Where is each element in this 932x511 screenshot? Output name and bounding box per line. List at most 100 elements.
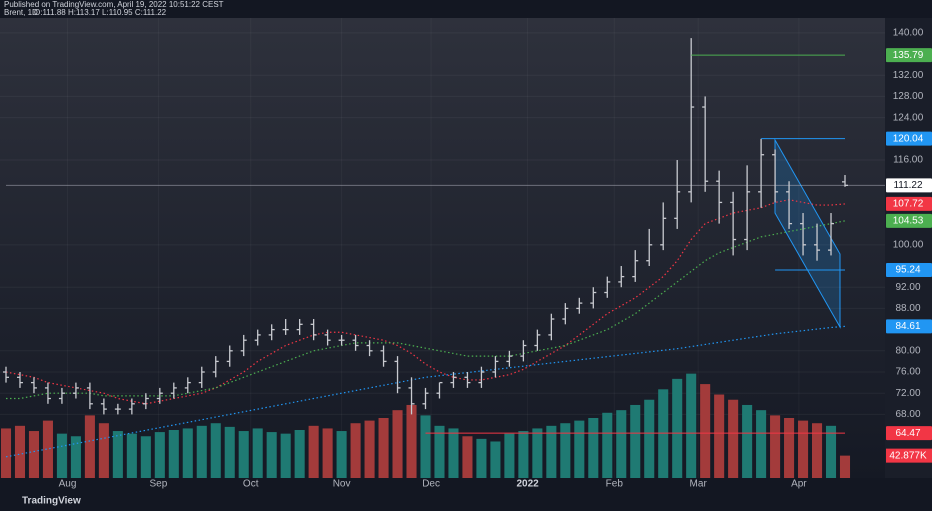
ohlc-readout: O:111.88 H:113.17 L:110.95 C:111.22 <box>34 8 167 17</box>
level-label: 120.04 <box>893 133 924 144</box>
volume-bar <box>14 425 26 478</box>
y-tick-label: 88.00 <box>895 303 920 314</box>
x-tick-label: Mar <box>690 479 708 490</box>
level-label-box <box>886 263 932 278</box>
volume-bar <box>672 378 683 478</box>
volume-bar <box>364 420 375 478</box>
volume-bar <box>825 425 837 478</box>
volume-bar <box>322 428 333 478</box>
plot-area <box>0 18 885 478</box>
x-tick-label: Dec <box>422 479 440 490</box>
x-tick-label: 2022 <box>516 479 539 490</box>
volume-bar <box>98 423 109 478</box>
volume-bar <box>839 455 851 478</box>
level-label: 104.53 <box>893 215 924 226</box>
volume-bar <box>168 430 179 478</box>
volume-bar <box>140 436 151 478</box>
volume-bar <box>434 425 445 478</box>
volume-bar <box>392 410 403 478</box>
volume-bar <box>308 425 319 478</box>
level-label: 111.22 <box>893 180 923 191</box>
volume-bar <box>182 428 193 478</box>
level-label-box <box>886 131 932 146</box>
volume-bar <box>224 426 235 478</box>
level-label-box <box>886 319 932 334</box>
volume-bar <box>252 428 263 478</box>
y-tick-label: 76.00 <box>895 367 920 378</box>
volume-bar <box>84 415 95 478</box>
level-label: 107.72 <box>893 199 924 210</box>
volume-label: 42.877K <box>889 450 927 461</box>
symbol: Brent, 1D <box>4 8 38 17</box>
volume-bar <box>238 431 249 478</box>
volume-bar <box>42 420 53 478</box>
x-tick-label: Nov <box>333 479 351 490</box>
volume-bar <box>490 441 501 478</box>
y-tick-label: 140.00 <box>893 27 924 38</box>
volume-bar <box>0 428 12 478</box>
volume-bar <box>518 431 529 478</box>
volume-bar <box>616 410 627 478</box>
volume-bar <box>448 428 459 478</box>
y-tick-label: 68.00 <box>895 409 920 420</box>
brand: TradingView <box>22 496 81 507</box>
volume-bar <box>784 418 795 478</box>
y-tick-label: 100.00 <box>893 239 924 250</box>
volume-bar <box>126 433 137 478</box>
layer: 140.00 132.00 128.00 124.00 116.00 100.00 92.0… <box>0 18 932 490</box>
volume-bar <box>336 431 347 478</box>
volume-bar <box>112 431 123 478</box>
volume-bar <box>56 433 67 478</box>
level-label-box <box>886 178 932 193</box>
volume-bar <box>406 404 417 478</box>
y-tick-label: 72.00 <box>895 388 920 399</box>
x-tick-label: Apr <box>791 479 807 490</box>
level-label-box <box>886 48 932 63</box>
x-tick-label: Feb <box>606 479 624 490</box>
y-tick-label: 92.00 <box>895 282 920 293</box>
volume-bar <box>700 384 711 478</box>
volume-bar <box>714 394 725 478</box>
volume-bar <box>546 425 557 478</box>
volume-bar <box>560 423 571 478</box>
volume-bar <box>28 431 40 478</box>
level-label-box <box>886 426 932 441</box>
level-label-box <box>886 213 932 228</box>
price-axis <box>885 18 932 478</box>
volume-bar <box>742 404 753 478</box>
volume-bar <box>811 423 823 478</box>
volume-bar <box>294 430 305 478</box>
volume-bar <box>602 412 613 478</box>
volume-bar <box>350 423 361 478</box>
level-label: 84.61 <box>895 321 920 332</box>
volume-bar <box>574 420 585 478</box>
volume-bar <box>532 428 543 478</box>
y-tick-label: 132.00 <box>893 70 924 81</box>
volume-bar <box>504 433 515 478</box>
volume-bar <box>420 415 431 478</box>
volume-bar <box>266 432 277 478</box>
level-label: 135.79 <box>893 50 924 61</box>
y-tick-label: 124.00 <box>893 112 924 123</box>
volume-bar <box>154 432 165 478</box>
y-tick-label: 116.00 <box>893 155 923 166</box>
volume-bar <box>70 436 81 478</box>
volume-bar <box>588 418 599 478</box>
y-tick-label: 128.00 <box>893 91 924 102</box>
volume-bar <box>658 389 669 478</box>
volume-bar <box>210 423 221 478</box>
volume-bar <box>378 418 389 478</box>
volume-label-box <box>886 448 932 463</box>
volume-bar <box>644 399 655 478</box>
volume-bar <box>728 399 739 478</box>
volume-bar <box>686 373 697 478</box>
level-label: 64.47 <box>895 428 920 439</box>
volume-bar <box>756 410 767 478</box>
volume-bar <box>462 436 473 478</box>
volume-bar <box>630 404 641 478</box>
volume-bar <box>476 438 487 478</box>
x-tick-label: Oct <box>243 479 259 490</box>
published: Published on TradingView.com, April 19, … <box>4 0 224 9</box>
